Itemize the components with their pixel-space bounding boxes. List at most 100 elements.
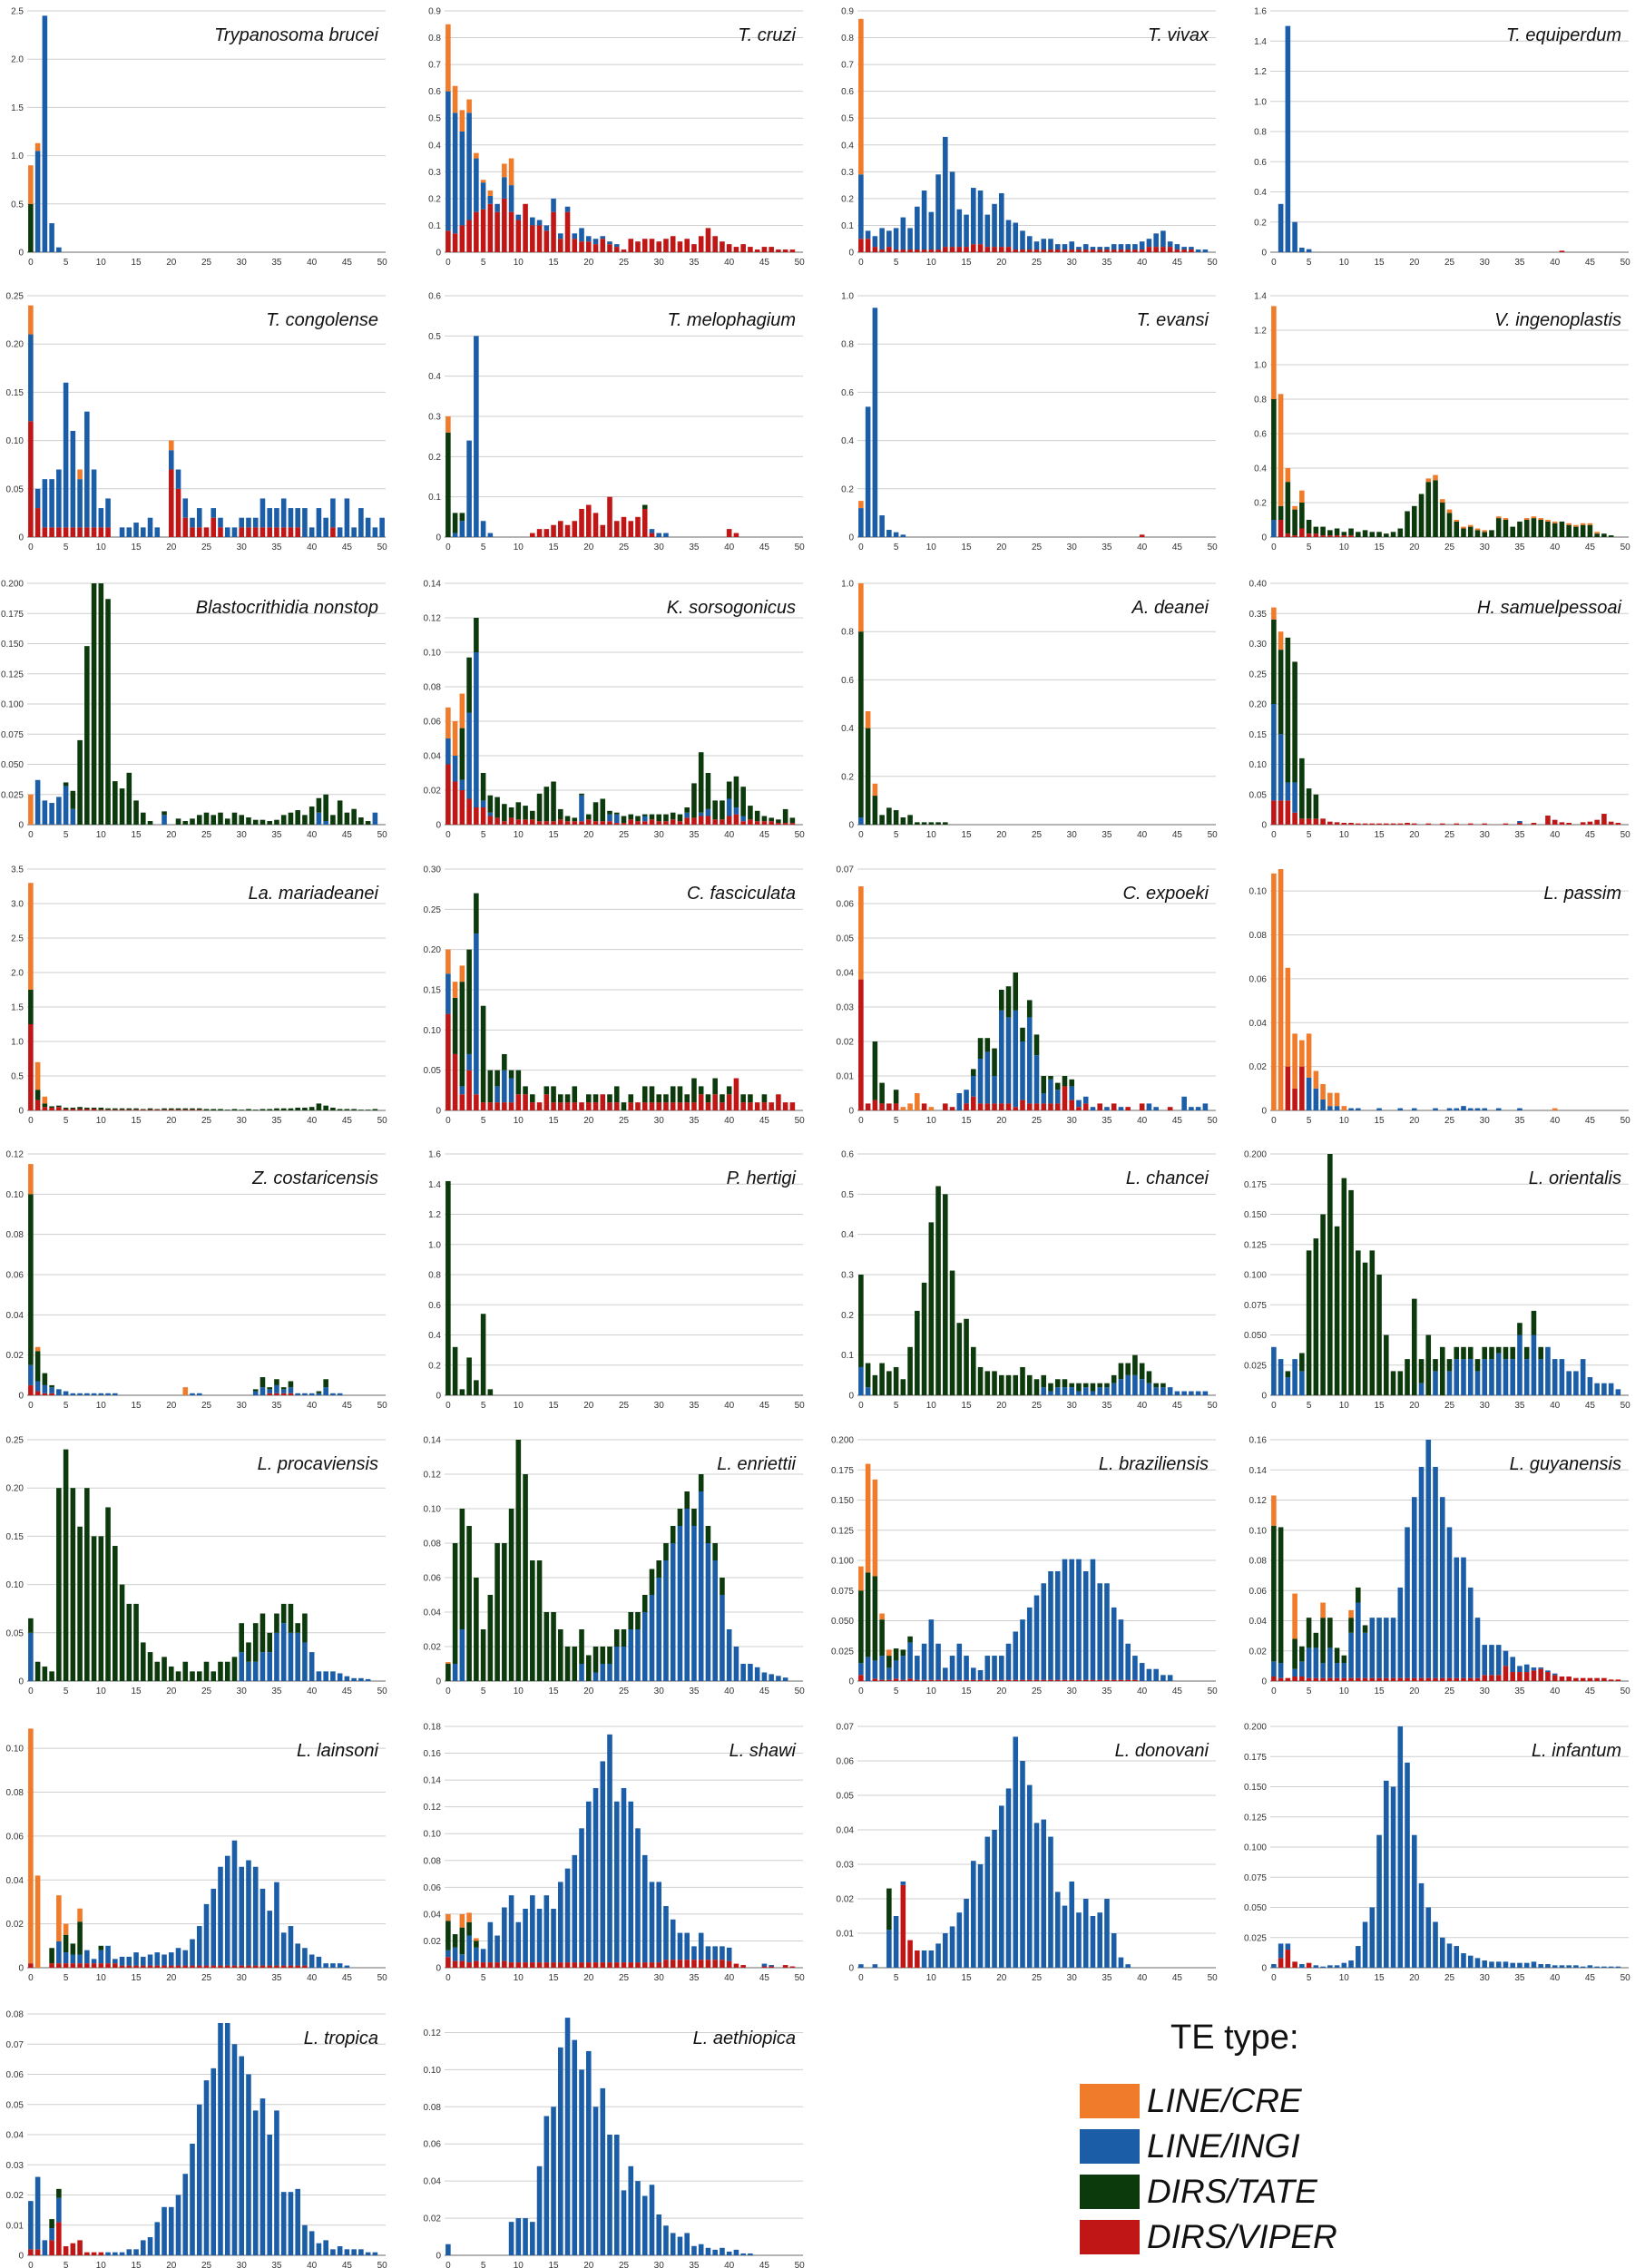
bar-segment-dirs-viper	[459, 225, 465, 252]
y-tick-label: 0	[436, 2252, 441, 2262]
y-tick-label: 0	[436, 533, 441, 543]
bar-segment-line-ingi	[865, 1657, 871, 1681]
bar-segment-line-cre	[1285, 468, 1291, 483]
bar-segment-line-ingi	[670, 2233, 676, 2255]
bar-segment-dirs-viper	[1048, 1103, 1053, 1110]
bar-segment-dirs-viper	[1041, 1103, 1047, 1110]
bar-segment-line-ingi	[446, 738, 451, 765]
bar-segment-dirs-viper	[1482, 823, 1488, 825]
y-tick-label: 1.4	[1254, 37, 1267, 47]
bar-segment-dirs-tate	[91, 1536, 97, 1681]
x-tick-label: 0	[858, 258, 864, 268]
bar-segment-dirs-tate	[551, 781, 556, 822]
bar-segment-line-cre	[446, 1913, 451, 1921]
legend-swatch-dirs-tate	[1080, 2175, 1140, 2209]
bar-segment-dirs-viper	[1376, 1677, 1382, 1681]
bar-segment-dirs-viper	[691, 1102, 697, 1110]
y-tick-label: 1.0	[841, 580, 854, 590]
bar-segment-dirs-viper	[684, 1102, 690, 1110]
bar-segment-line-ingi	[1005, 1017, 1012, 1104]
x-tick-label: 25	[1032, 543, 1043, 552]
bar-segment-dirs-tate	[893, 1648, 899, 1661]
bar-segment-dirs-tate	[915, 822, 920, 825]
bar-segment-dirs-viper	[1384, 823, 1389, 825]
bar-segment-line-ingi	[865, 1387, 871, 1395]
bar-segment-line-ingi	[28, 1364, 34, 1385]
bar-segment-line-ingi	[323, 821, 328, 825]
bar-segment-line-ingi	[893, 1916, 899, 1968]
bar-segment-dirs-tate	[168, 1667, 174, 1681]
bar-segment-line-ingi	[1062, 1905, 1068, 1968]
bar-segment-line-ingi	[776, 1676, 781, 1681]
bar-segment-dirs-tate	[572, 817, 578, 822]
bar-segment-line-ingi	[536, 2165, 543, 2255]
bar-segment-dirs-viper	[474, 211, 479, 252]
y-tick-label: 0.5	[841, 114, 854, 124]
bar-segment-line-ingi	[1467, 1108, 1474, 1110]
bar-segment-dirs-viper	[1146, 247, 1152, 252]
bar-segment-line-ingi	[592, 1787, 599, 1963]
bar-segment-dirs-tate	[480, 1629, 486, 1681]
bar-segment-line-ingi	[466, 440, 472, 537]
bar-segment-line-ingi	[1082, 1570, 1089, 1680]
bar-segment-dirs-tate	[1474, 530, 1481, 537]
y-tick-label: 0.2	[1254, 499, 1267, 509]
bar-segment-line-ingi	[1013, 222, 1019, 250]
y-tick-label: 0.150	[831, 1496, 854, 1506]
y-tick-label: 1.5	[11, 1003, 24, 1013]
bar-segment-dirs-tate	[769, 817, 774, 822]
bar-segment-line-ingi	[748, 1664, 753, 1681]
bar-segment-dirs-tate	[1278, 505, 1284, 520]
bar-segment-line-ingi	[218, 2022, 223, 2255]
bar-segment-line-ingi	[1510, 1657, 1515, 1673]
bar-segment-line-ingi	[921, 1643, 927, 1680]
bar-segment-dirs-viper	[726, 529, 732, 537]
bar-segment-line-ingi	[1278, 734, 1284, 801]
bar-segment-line-ingi	[1189, 1107, 1194, 1110]
y-tick-label: 0.20	[6, 1484, 24, 1494]
bar-segment-dirs-tate	[776, 819, 781, 824]
bar-segment-dirs-viper	[63, 1109, 69, 1110]
bar-segment-line-ingi	[1580, 1359, 1586, 1395]
bar-segment-dirs-viper	[530, 533, 535, 537]
bar-segment-line-ingi	[1531, 1961, 1537, 1968]
x-tick-label: 40	[724, 543, 735, 552]
bar-segment-line-ingi	[1020, 230, 1025, 250]
bar-segment-line-ingi	[252, 1391, 259, 1395]
bar-segment-dirs-tate	[649, 1086, 655, 1103]
bar-segment-line-ingi	[886, 1930, 892, 1968]
bar-segment-dirs-tate	[1552, 523, 1558, 537]
bar-segment-line-ingi	[1153, 1387, 1159, 1395]
bar-segment-dirs-viper	[971, 1679, 976, 1681]
bar-segment-dirs-tate	[98, 1945, 104, 1950]
bar-segment-line-ingi	[1615, 1966, 1621, 1968]
bar-segment-dirs-viper	[91, 2252, 97, 2255]
bar-segment-line-ingi	[1013, 1736, 1019, 1968]
bar-segment-dirs-viper	[28, 1384, 34, 1395]
bar-segment-line-ingi	[508, 1895, 514, 1963]
bar-segment-dirs-tate	[1299, 758, 1305, 819]
bar-segment-dirs-tate	[726, 1086, 732, 1095]
bar-segment-dirs-tate	[218, 1661, 223, 1681]
bar-segment-dirs-tate	[63, 1934, 69, 1953]
bar-segment-line-ingi	[70, 808, 76, 825]
bar-segment-line-ingi	[1327, 1106, 1333, 1110]
bar-segment-dirs-viper	[1278, 1958, 1284, 1968]
x-tick-label: 0	[28, 1401, 34, 1411]
y-tick-label: 0.12	[424, 2028, 442, 2038]
x-tick-label: 50	[795, 830, 806, 840]
x-tick-label: 50	[377, 830, 388, 840]
bar-segment-dirs-tate	[452, 513, 458, 533]
bar-segment-dirs-viper	[1160, 247, 1166, 252]
y-tick-label: 0.1	[428, 221, 441, 231]
bar-segment-line-ingi	[1097, 1387, 1102, 1395]
bar-segment-dirs-viper	[769, 247, 774, 252]
bar-segment-line-ingi	[1041, 239, 1047, 250]
x-tick-label: 30	[654, 1116, 665, 1126]
bar-segment-line-ingi	[1033, 1823, 1040, 1968]
bar-segment-dirs-tate	[1425, 1334, 1432, 1395]
bar-segment-dirs-viper	[600, 1962, 606, 1968]
bar-segment-dirs-viper	[1433, 1677, 1438, 1681]
bar-segment-dirs-tate	[1474, 1359, 1481, 1372]
bar-segment-dirs-tate	[196, 1671, 202, 1681]
